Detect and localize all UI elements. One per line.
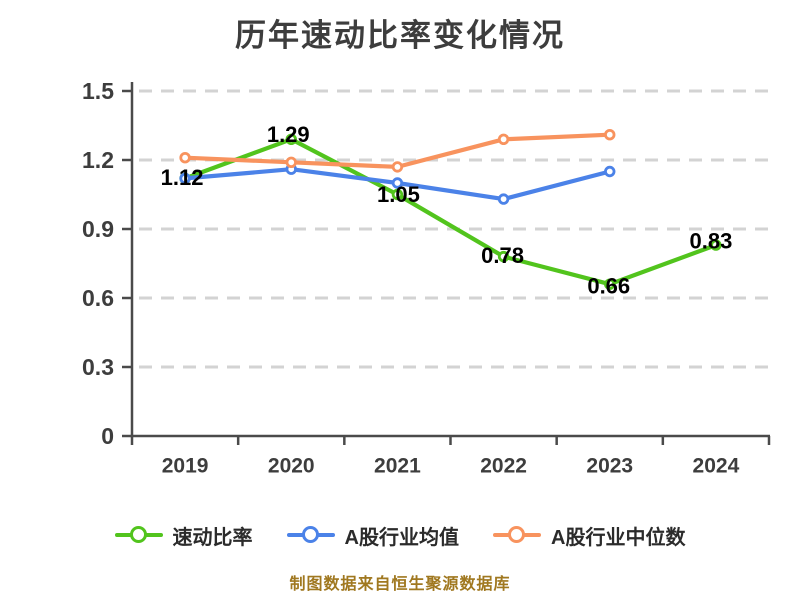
series-point-industry-median [391, 161, 404, 173]
x-tick-label-2020: 2020 [268, 455, 315, 478]
series-point-industry-median [497, 133, 510, 146]
legend-marker-industry-median-icon [493, 525, 541, 545]
data-label-quick-ratio-2023: 0.66 [587, 274, 630, 299]
y-tick-label-1.2: 1.2 [82, 147, 114, 173]
series-point-industry-median [285, 156, 297, 169]
legend: 速动比率 A股行业均值 A股行业中位数 [0, 513, 800, 557]
x-tick-label-2024: 2024 [693, 455, 740, 478]
legend-item-industry-median[interactable]: A股行业中位数 [493, 521, 685, 550]
series-point-quick-ratio [710, 239, 722, 251]
x-tick-label-2022: 2022 [480, 455, 527, 478]
series-point-industry-median [179, 151, 191, 164]
y-tick-label-0: 0 [101, 423, 114, 449]
series-point-industry-average [179, 172, 191, 185]
series-point-industry-average [604, 165, 616, 178]
legend-item-industry-average[interactable]: A股行业均值 [286, 521, 459, 550]
y-tick-label-0.9: 0.9 [82, 216, 114, 242]
data-label-quick-ratio-2022: 0.78 [481, 243, 524, 268]
x-tick-label-2021: 2021 [374, 455, 421, 478]
legend-label-quick-ratio: 速动比率 [172, 526, 253, 549]
series-line-quick-ratio [182, 137, 719, 287]
data-label-quick-ratio-2024: 0.83 [690, 229, 733, 254]
y-tick-label-0.3: 0.3 [82, 354, 114, 380]
series-point-industry-average [497, 193, 510, 205]
x-tick-label-2019: 2019 [162, 455, 209, 478]
series-point-industry-median [604, 128, 616, 141]
data-label-quick-ratio-2020: 1.29 [267, 122, 310, 147]
series-point-quick-ratio [391, 188, 404, 201]
legend-label-industry-average: A股行业均值 [344, 526, 459, 549]
y-tick-label-0.6: 0.6 [82, 285, 114, 311]
series-point-quick-ratio [285, 133, 297, 146]
y-tick-label-1.5: 1.5 [82, 78, 114, 104]
legend-marker-quick-ratio-icon [114, 525, 163, 545]
data-label-quick-ratio-2021: 1.05 [377, 182, 420, 207]
legend-marker-industry-average-icon [286, 525, 335, 545]
x-tick-label-2023: 2023 [586, 455, 633, 478]
series-point-quick-ratio [604, 278, 616, 290]
legend-item-quick-ratio[interactable]: 速动比率 [114, 521, 253, 550]
series-point-quick-ratio [497, 250, 510, 263]
chart-title: 历年速动比率变化情况 [235, 18, 565, 53]
legend-label-industry-median: A股行业中位数 [551, 526, 686, 549]
series-point-industry-average [391, 177, 404, 189]
data-source-note: 制图数据来自恒生聚源数据库 [289, 576, 511, 593]
data-label-quick-ratio-2019: 1.12 [161, 165, 204, 190]
plot-area: 0 0.3 0.6 0.9 1.2 1.5 2019 2020 2021 2022 2023 2024… [82, 78, 771, 478]
